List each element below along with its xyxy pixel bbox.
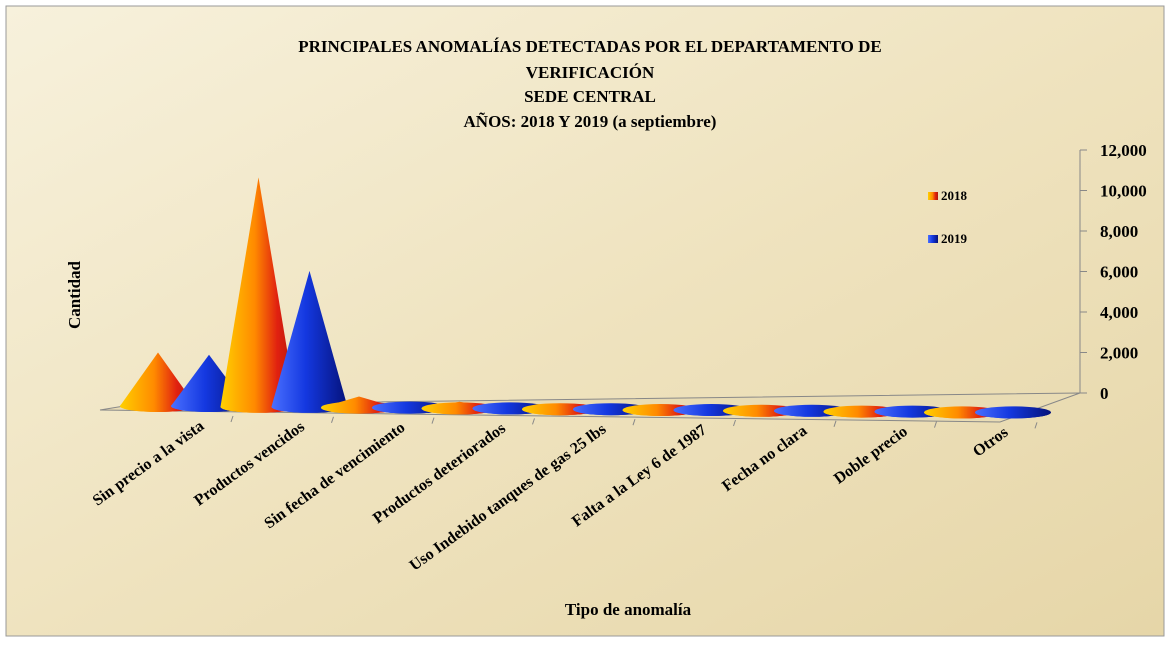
y-axis-label: Cantidad: [65, 260, 84, 329]
x-tick: [632, 419, 636, 426]
chart-title: PRINCIPALES ANOMALÍAS DETECTADAS POR EL …: [298, 37, 881, 56]
chart-title: AÑOS: 2018 Y 2019 (a septiembre): [464, 112, 717, 131]
legend-swatch: [928, 192, 938, 200]
y-tick-label: 10,000: [1100, 182, 1147, 201]
x-tick: [431, 417, 435, 424]
x-tick: [331, 416, 334, 423]
y-tick-label: 8,000: [1100, 222, 1138, 241]
cone: [975, 411, 1051, 419]
x-axis-label: Tipo de anomalía: [565, 600, 692, 619]
y-tick-label: 12,000: [1100, 141, 1147, 160]
legend-label: 2019: [941, 231, 968, 246]
x-tick: [532, 418, 535, 425]
cone: [271, 270, 348, 413]
cone: [220, 177, 297, 413]
chart-title: VERIFICACIÓN: [526, 63, 655, 82]
legend-label: 2018: [941, 188, 968, 203]
y-tick-label: 4,000: [1100, 303, 1138, 322]
cone: [120, 352, 196, 412]
cone: [975, 406, 1051, 419]
y-tick-label: 0: [1100, 384, 1109, 403]
chart-title: SEDE CENTRAL: [524, 87, 656, 106]
chart-area: [5, 5, 1165, 637]
x-tick: [833, 420, 837, 427]
x-tick: [733, 419, 736, 427]
y-tick-label: 2,000: [1100, 344, 1138, 363]
x-tick: [1034, 422, 1038, 429]
legend-swatch: [928, 235, 938, 243]
y-tick-label: 6,000: [1100, 263, 1138, 282]
x-tick: [230, 415, 234, 423]
x-tick: [934, 421, 937, 428]
